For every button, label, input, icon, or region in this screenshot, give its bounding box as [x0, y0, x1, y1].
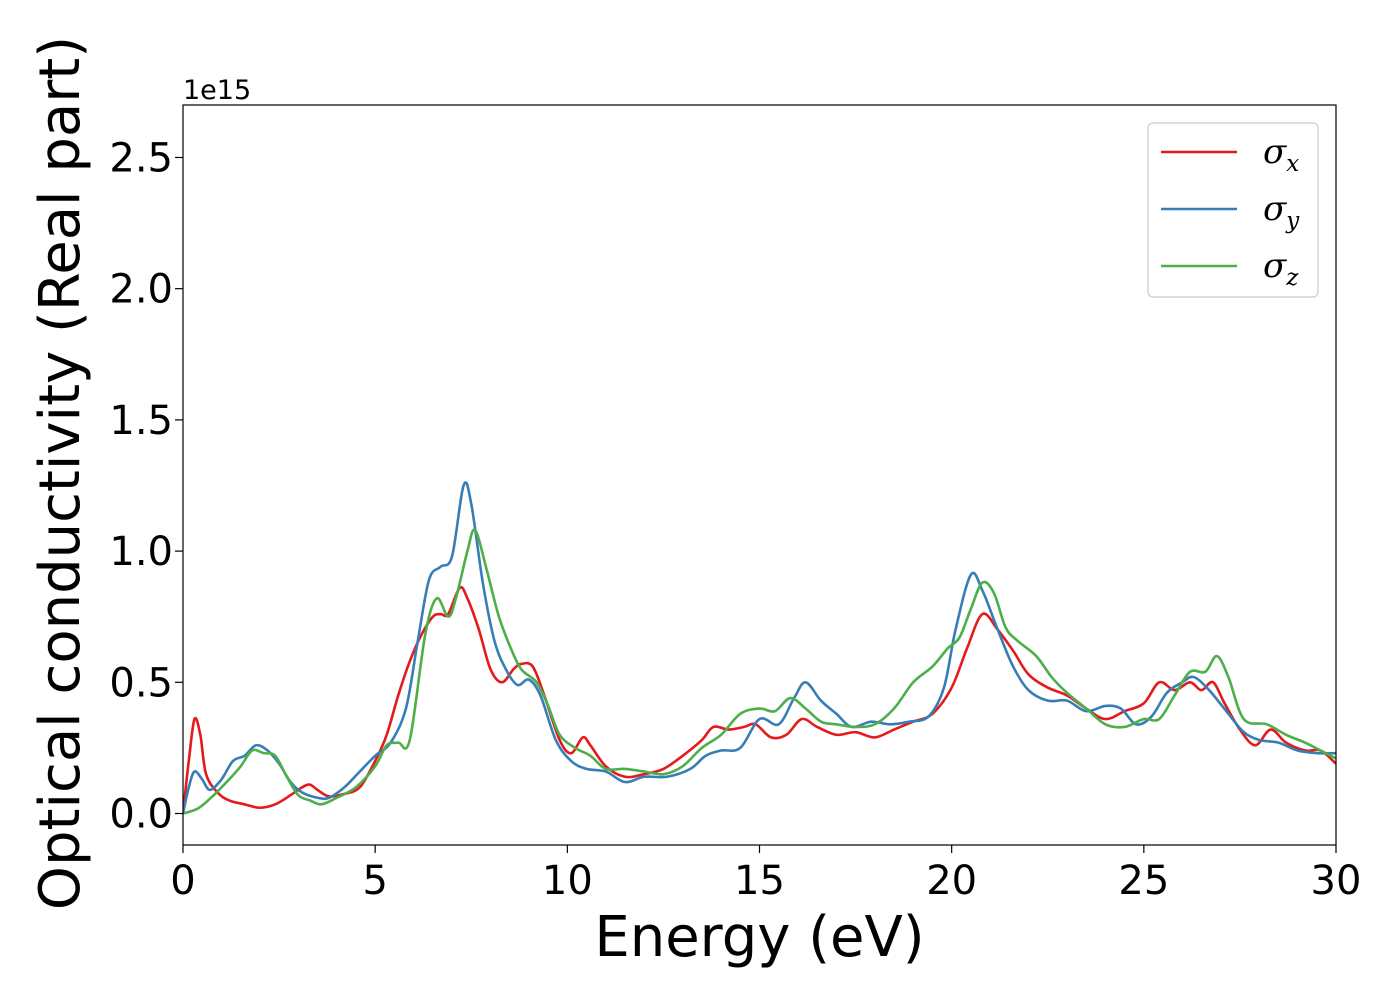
y-tick-label: 2.5: [109, 135, 173, 181]
x-tick-label: 25: [1118, 858, 1169, 904]
y-axis: 0.0 0.5 1.0 1.5 2.0 2.5: [109, 135, 183, 837]
x-axis: 0 5 10 15 20 25 30: [170, 845, 1361, 904]
x-tick-label: 15: [734, 858, 785, 904]
y-tick-label: 0.5: [109, 660, 173, 706]
series-lines: [183, 482, 1336, 813]
y-axis-label: Optical conductivity (Real part): [28, 36, 93, 910]
series-line-y: [183, 482, 1336, 813]
x-tick-label: 30: [1311, 858, 1362, 904]
x-tick-label: 5: [362, 858, 387, 904]
x-tick-label: 20: [926, 858, 977, 904]
x-axis-label: Energy (eV): [594, 905, 924, 970]
series-line-z: [183, 530, 1336, 814]
x-tick-label: 0: [170, 858, 195, 904]
y-tick-label: 1.5: [109, 398, 173, 444]
y-offset-label: 1e15: [183, 75, 251, 106]
y-tick-label: 1.0: [109, 529, 173, 575]
y-tick-label: 2.0: [109, 267, 173, 313]
x-tick-label: 10: [542, 858, 593, 904]
y-tick-label: 0.0: [109, 792, 173, 838]
